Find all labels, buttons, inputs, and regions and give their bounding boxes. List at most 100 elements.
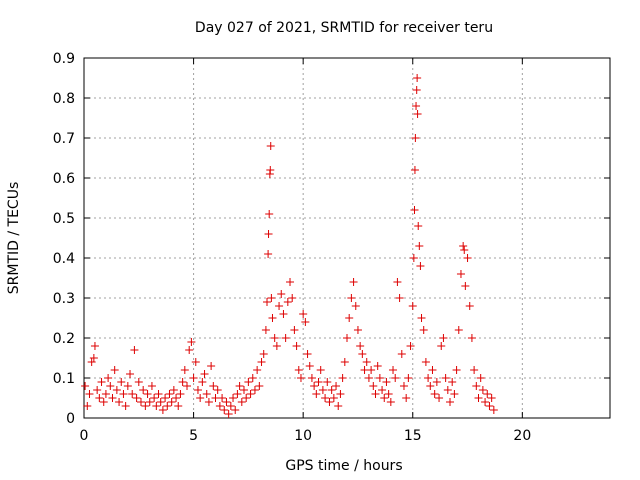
data-point [452, 366, 461, 374]
data-point [85, 390, 94, 398]
y-tick-label: 0.1 [53, 371, 75, 387]
data-point [97, 378, 106, 386]
data-point [139, 386, 148, 394]
data-point [408, 302, 417, 310]
data-point [268, 314, 277, 322]
data-point [99, 398, 108, 406]
data-point [378, 386, 387, 394]
data-point [399, 382, 408, 390]
data-point [340, 358, 349, 366]
data-point [356, 342, 365, 350]
data-point [362, 358, 371, 366]
data-point [415, 242, 424, 250]
x-axis-label: GPS time / hours [285, 458, 402, 474]
data-point [332, 382, 341, 390]
data-point [267, 294, 276, 302]
data-point [112, 386, 121, 394]
data-point [395, 294, 404, 302]
data-point [266, 166, 275, 174]
data-point [132, 394, 141, 402]
data-point [353, 326, 362, 334]
y-tick-label: 0.9 [53, 51, 75, 67]
data-point [165, 390, 174, 398]
data-point [204, 398, 213, 406]
data-point [152, 402, 161, 410]
data-point [174, 402, 183, 410]
data-point [446, 398, 455, 406]
data-point [180, 366, 189, 374]
data-point [439, 334, 448, 342]
data-point [460, 246, 469, 254]
data-point [259, 350, 268, 358]
x-tick-label: 15 [404, 428, 422, 444]
data-point [463, 254, 472, 262]
data-point [402, 394, 411, 402]
data-point [487, 394, 496, 402]
x-axis-tick-labels: 0 5 10 15 20 [80, 428, 532, 444]
data-point [191, 358, 200, 366]
data-point [89, 354, 98, 362]
data-point [198, 378, 207, 386]
data-point [459, 242, 468, 250]
data-point [110, 366, 119, 374]
data-point [275, 302, 284, 310]
data-point [294, 366, 303, 374]
data-point [419, 326, 428, 334]
data-point [248, 374, 257, 382]
y-tick-label: 0.3 [53, 291, 75, 307]
data-point [81, 382, 90, 390]
data-point [264, 230, 273, 238]
data-point [375, 374, 384, 382]
data-point [397, 350, 406, 358]
data-point [119, 390, 128, 398]
data-point [178, 378, 187, 386]
data-point [343, 334, 351, 342]
data-point [281, 334, 290, 342]
data-point [310, 382, 319, 390]
data-point [108, 394, 117, 402]
data-point [156, 398, 165, 406]
data-point [104, 374, 113, 382]
data-point [154, 390, 163, 398]
data-point [323, 378, 332, 386]
data-point [481, 398, 490, 406]
data-point [410, 206, 419, 214]
data-point [301, 318, 310, 326]
data-point [435, 394, 444, 402]
data-point [424, 374, 433, 382]
data-point [121, 402, 130, 410]
data-point [187, 338, 196, 346]
data-point [106, 382, 115, 390]
data-point [220, 406, 229, 414]
data-point [257, 358, 266, 366]
data-point [283, 298, 292, 306]
data-point [307, 374, 316, 382]
data-point [441, 374, 450, 382]
data-point [161, 394, 170, 402]
data-point [296, 374, 305, 382]
data-point [185, 346, 194, 354]
data-point [474, 394, 483, 402]
data-point [183, 382, 192, 390]
data-point [351, 302, 360, 310]
data-point [158, 406, 167, 414]
data-point [215, 402, 224, 410]
data-point [264, 250, 273, 258]
data-point [101, 390, 110, 398]
y-axis-tick-labels: 0 0.1 0.2 0.3 0.4 0.5 0.6 0.7 0.8 0.9 [53, 51, 75, 427]
data-point [485, 402, 494, 410]
plot-frame [83, 57, 611, 419]
y-axis-label: SRMTID / TECUs [6, 182, 22, 295]
data-point [421, 358, 430, 366]
data-point [430, 390, 439, 398]
data-point [233, 390, 242, 398]
data-point [169, 386, 178, 394]
data-point [193, 386, 202, 394]
data-point [483, 390, 492, 398]
data-point [213, 386, 222, 394]
data-point [412, 86, 421, 94]
data-point [409, 254, 418, 262]
data-point [329, 394, 338, 402]
data-point [325, 398, 334, 406]
data-point [489, 406, 498, 414]
